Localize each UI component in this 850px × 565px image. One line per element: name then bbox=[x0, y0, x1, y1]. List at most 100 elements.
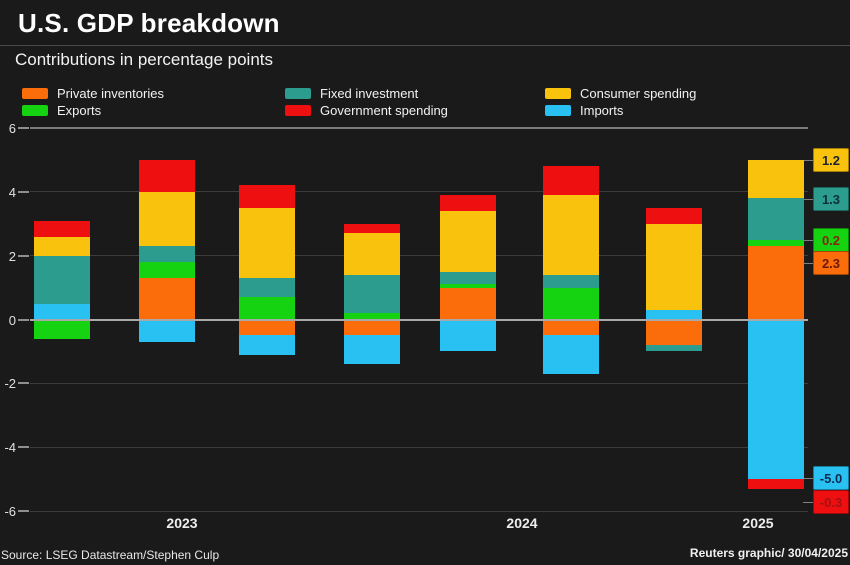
y-tick-mark bbox=[18, 446, 29, 449]
y-tick-mark bbox=[18, 382, 29, 385]
legend-item-consumer-spending: Consumer spending bbox=[545, 86, 697, 101]
x-tick-label-2024: 2024 bbox=[506, 515, 538, 531]
callout-leader-line bbox=[803, 478, 813, 479]
bar-segment-fixed-investment bbox=[543, 274, 599, 288]
y-tick-label: -4 bbox=[4, 440, 16, 456]
legend-label: Government spending bbox=[320, 103, 448, 118]
bar-segment-imports bbox=[543, 335, 599, 374]
legend-swatch-icon bbox=[545, 88, 571, 99]
callout-leader-line bbox=[803, 263, 813, 264]
bar-segment-private-inventories bbox=[646, 319, 702, 346]
y-tick-label: 2 bbox=[8, 248, 16, 264]
bar-segment-fixed-investment bbox=[748, 198, 804, 240]
bar-segment-exports bbox=[239, 297, 295, 320]
bar-segment-government-spending bbox=[239, 185, 295, 208]
bar-segment-imports bbox=[34, 303, 90, 320]
credit-note: Reuters graphic/ 30/04/2025 bbox=[689, 546, 848, 560]
bar-segment-government-spending bbox=[646, 207, 702, 224]
gridline-y4 bbox=[30, 191, 808, 193]
bar-segment-exports bbox=[440, 284, 496, 288]
bar-segment-private-inventories bbox=[748, 246, 804, 320]
bar-segment-imports bbox=[440, 319, 496, 352]
bar-segment-exports bbox=[344, 313, 400, 320]
bar-segment-exports bbox=[543, 287, 599, 320]
legend-swatch-icon bbox=[22, 88, 48, 99]
bar-segment-fixed-investment bbox=[239, 278, 295, 298]
bar-segment-government-spending bbox=[34, 220, 90, 237]
bar-segment-private-inventories bbox=[344, 319, 400, 336]
callout-fixed-investment: 1.3 bbox=[813, 187, 849, 211]
gridline-y2 bbox=[30, 255, 808, 257]
title-divider bbox=[0, 45, 850, 46]
callout-government-spending: -0.3 bbox=[813, 490, 849, 514]
legend-item-imports: Imports bbox=[545, 103, 624, 118]
x-tick-label-2025: 2025 bbox=[742, 515, 774, 531]
bar-segment-imports bbox=[646, 309, 702, 320]
legend-label: Fixed investment bbox=[320, 86, 419, 101]
bar-segment-consumer-spending bbox=[34, 236, 90, 256]
gridline-y-6 bbox=[30, 510, 808, 512]
legend-label: Exports bbox=[57, 103, 102, 118]
source-note: Source: LSEG Datastream/Stephen Culp bbox=[1, 548, 220, 562]
y-tick-label: 6 bbox=[8, 121, 16, 136]
callout-leader-line bbox=[803, 199, 813, 200]
callout-leader-line bbox=[803, 502, 813, 503]
bar-segment-government-spending bbox=[748, 479, 804, 489]
bar-segment-consumer-spending bbox=[748, 159, 804, 199]
legend-item-government-spending: Government spending bbox=[285, 103, 448, 118]
bar-segment-private-inventories bbox=[139, 278, 195, 320]
bar-segment-fixed-investment bbox=[440, 271, 496, 285]
callout-exports: 0.2 bbox=[813, 228, 849, 252]
bar-segment-fixed-investment bbox=[34, 255, 90, 304]
bar-segment-government-spending bbox=[440, 195, 496, 211]
bar-segment-consumer-spending bbox=[139, 191, 195, 247]
bar-segment-private-inventories bbox=[543, 319, 599, 336]
bar-segment-consumer-spending bbox=[543, 195, 599, 275]
gridline-y0 bbox=[30, 318, 808, 321]
bar-segment-exports bbox=[139, 262, 195, 278]
chart-subtitle: Contributions in percentage points bbox=[15, 50, 273, 69]
y-tick-mark bbox=[18, 190, 29, 193]
legend-item-private-inventories: Private inventories bbox=[22, 86, 164, 101]
legend-label: Imports bbox=[580, 103, 624, 118]
bar-segment-exports bbox=[748, 239, 804, 247]
gridline-y-4 bbox=[30, 446, 808, 448]
y-tick-mark bbox=[18, 510, 29, 512]
bar-segment-fixed-investment bbox=[139, 246, 195, 263]
bar-segment-consumer-spending bbox=[239, 207, 295, 278]
bar-segment-fixed-investment bbox=[344, 274, 400, 314]
callout-leader-line bbox=[803, 240, 813, 241]
gridline-y-2 bbox=[30, 382, 808, 384]
legend-label: Consumer spending bbox=[580, 86, 697, 101]
bar-segment-exports bbox=[34, 319, 90, 339]
callout-leader-line bbox=[803, 160, 813, 161]
bar-segment-consumer-spending bbox=[440, 210, 496, 272]
y-tick-label: 0 bbox=[8, 312, 16, 328]
legend-swatch-icon bbox=[285, 105, 311, 116]
callout-imports: -5.0 bbox=[813, 466, 849, 490]
bar-segment-government-spending bbox=[139, 159, 195, 192]
y-tick-label: -6 bbox=[4, 504, 16, 519]
y-tick-label: 4 bbox=[8, 184, 16, 200]
bar-segment-fixed-investment bbox=[646, 345, 702, 352]
legend-item-fixed-investment: Fixed investment bbox=[285, 86, 419, 101]
legend-swatch-icon bbox=[545, 105, 571, 116]
bar-segment-imports bbox=[139, 319, 195, 342]
y-tick-mark bbox=[18, 318, 29, 321]
bar-segment-government-spending bbox=[344, 223, 400, 234]
y-tick-mark bbox=[18, 254, 29, 257]
bar-segment-consumer-spending bbox=[646, 223, 702, 310]
legend-item-exports: Exports bbox=[22, 103, 102, 118]
page-title: U.S. GDP breakdown bbox=[18, 8, 280, 38]
bar-segment-imports bbox=[239, 335, 295, 355]
x-tick-label-2023: 2023 bbox=[166, 515, 198, 531]
legend-swatch-icon bbox=[22, 105, 48, 116]
bar-segment-imports bbox=[748, 319, 804, 480]
callout-private-inventories: 2.3 bbox=[813, 251, 849, 275]
plot-area bbox=[30, 127, 808, 512]
bar-segment-government-spending bbox=[543, 166, 599, 196]
legend-label: Private inventories bbox=[57, 86, 164, 101]
bar-segment-private-inventories bbox=[440, 287, 496, 320]
bar-segment-imports bbox=[344, 335, 400, 365]
callout-consumer-spending: 1.2 bbox=[813, 148, 849, 172]
